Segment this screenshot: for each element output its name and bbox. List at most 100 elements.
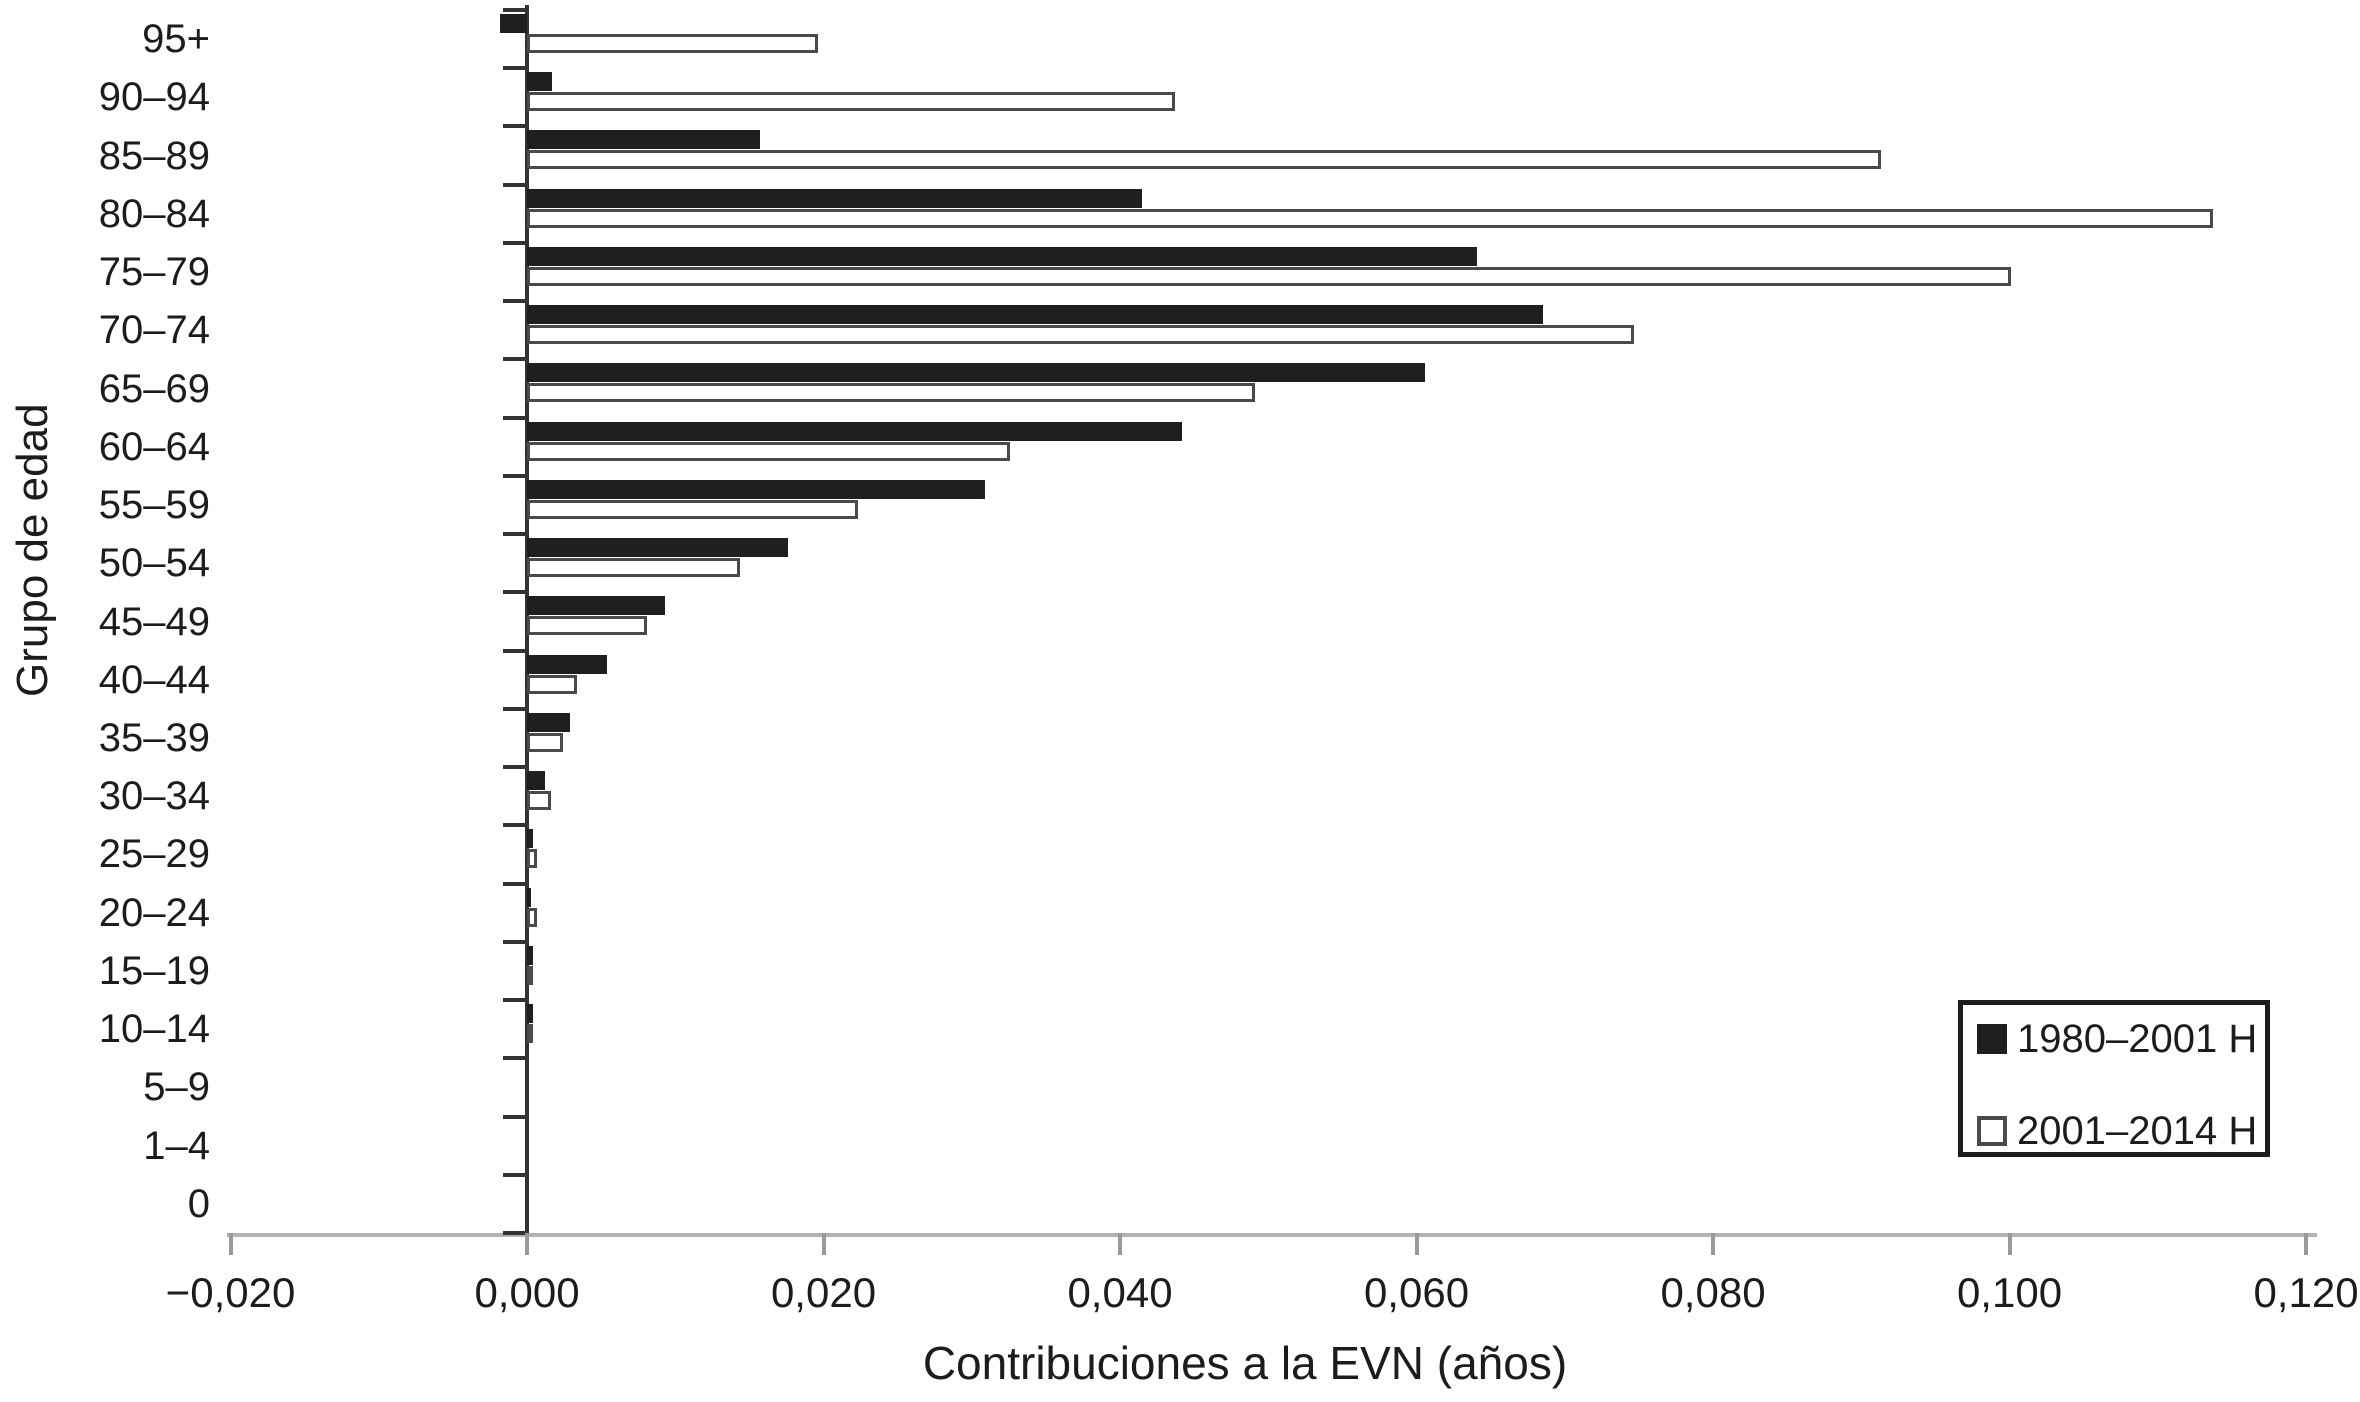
legend-label: 2001–2014 H [2017, 1109, 2258, 1153]
x-tick-label: 0,040 [1067, 1269, 1173, 1316]
bar-2001-2014 [527, 441, 1011, 461]
bar-2001-2014 [527, 150, 1881, 170]
y-tick [503, 8, 527, 12]
y-tick-label: 40–44 [98, 657, 210, 702]
bar-1980-2001 [527, 479, 986, 499]
x-tick [2304, 1233, 2308, 1255]
bar-1980-2001 [527, 829, 533, 849]
x-tick-label: 0,000 [474, 1269, 580, 1316]
bar-1980-2001 [527, 596, 665, 616]
bar-2001-2014 [527, 325, 1635, 345]
bar-1980-2001 [527, 771, 545, 791]
y-tick-label: 5–9 [143, 1065, 210, 1110]
x-tick [525, 1233, 529, 1255]
bar-1980-2001 [500, 14, 527, 33]
x-tick [1414, 1233, 1419, 1255]
y-tick [503, 823, 527, 828]
bar-1980-2001 [527, 72, 553, 92]
y-tick-label: 60–64 [98, 424, 210, 469]
x-tick [821, 1233, 826, 1255]
x-tick [1118, 1233, 1122, 1255]
x-tick-label: −0,020 [165, 1269, 296, 1316]
y-tick [503, 124, 527, 129]
y-tick [503, 240, 527, 245]
x-tick-label: 0,080 [1660, 1269, 1766, 1316]
bar-1980-2001 [527, 945, 533, 965]
x-tick-label: 0,120 [2253, 1269, 2359, 1316]
y-tick [503, 532, 527, 537]
bar-2001-2014 [527, 965, 533, 985]
y-tick [503, 357, 527, 362]
bar-2001-2014 [527, 1024, 533, 1044]
x-tick [228, 1233, 233, 1255]
y-tick [503, 998, 527, 1003]
y-tick-label: 25–29 [98, 832, 210, 877]
bar-2001-2014 [527, 92, 1175, 112]
x-tick [1711, 1233, 1715, 1255]
y-tick-label: 55–59 [98, 483, 210, 528]
y-tick [503, 182, 527, 187]
bar-2001-2014 [527, 616, 648, 636]
y-tick-label: 70–74 [98, 308, 210, 353]
bar-2001-2014 [527, 34, 818, 53]
y-tick [503, 1231, 527, 1235]
legend-swatch-black-icon [1977, 1024, 2007, 1054]
bar-2001-2014 [527, 907, 538, 927]
y-tick-label: 15–19 [98, 948, 210, 993]
bar-2001-2014 [527, 732, 563, 752]
y-tick-label: 95+ [142, 17, 210, 62]
y-tick-label: 65–69 [98, 366, 210, 411]
y-tick [503, 1114, 527, 1119]
legend-item-1980-2001: 1980–2001 H [1977, 1019, 2257, 1059]
bar-1980-2001 [527, 305, 1543, 325]
y-tick-label: 1–4 [143, 1123, 210, 1168]
bar-2001-2014 [527, 383, 1255, 403]
y-tick [503, 299, 527, 304]
y-tick [503, 648, 527, 653]
y-tick [503, 706, 527, 711]
y-tick-label: 0 [187, 1181, 210, 1226]
y-tick-label: 50–54 [98, 541, 210, 586]
bar-2001-2014 [527, 791, 551, 811]
y-tick [503, 415, 527, 420]
x-tick [2007, 1233, 2012, 1255]
bar-2001-2014 [527, 208, 2213, 228]
y-tick [503, 1056, 527, 1061]
y-tick-label: 35–39 [98, 715, 210, 760]
y-tick [503, 1172, 527, 1177]
bar-1980-2001 [527, 246, 1478, 266]
y-tick [503, 66, 527, 71]
bar-1980-2001 [527, 421, 1183, 441]
bar-1980-2001 [527, 1004, 533, 1024]
bar-1980-2001 [527, 130, 760, 150]
y-tick-label: 85–89 [98, 133, 210, 178]
x-axis-title: Contribuciones a la EVN (años) [922, 1337, 1568, 1389]
x-tick-label: 0,020 [770, 1269, 877, 1316]
legend-item-2001-2014: 2001–2014 H [1977, 1111, 2257, 1151]
legend: 1980–2001 H 2001–2014 H [1958, 1000, 2270, 1157]
bar-2001-2014 [527, 266, 2011, 286]
y-tick-label: 90–94 [98, 75, 210, 120]
y-tick-label: 80–84 [98, 191, 210, 236]
y-tick-label: 20–24 [98, 890, 210, 935]
bar-2001-2014 [527, 849, 538, 869]
y-tick-label: 10–14 [98, 1007, 210, 1052]
bar-1980-2001 [527, 188, 1143, 208]
y-tick [503, 473, 527, 478]
y-tick-label: 75–79 [98, 250, 210, 295]
y-tick [503, 590, 527, 595]
y-tick [503, 939, 527, 944]
y-axis-title: Grupo de edad [8, 403, 57, 697]
bar-1980-2001 [527, 363, 1426, 383]
x-tick-label: 0,060 [1363, 1269, 1470, 1316]
y-tick-label: 30–34 [98, 774, 210, 819]
x-axis-line [227, 1233, 2317, 1237]
bar-2001-2014 [527, 499, 858, 519]
y-tick-label: 45–49 [98, 599, 210, 644]
y-tick [503, 881, 527, 886]
bar-2001-2014 [527, 558, 741, 578]
bar-1980-2001 [527, 654, 608, 674]
legend-label: 1980–2001 H [2017, 1017, 2258, 1061]
bar-2001-2014 [527, 674, 578, 694]
